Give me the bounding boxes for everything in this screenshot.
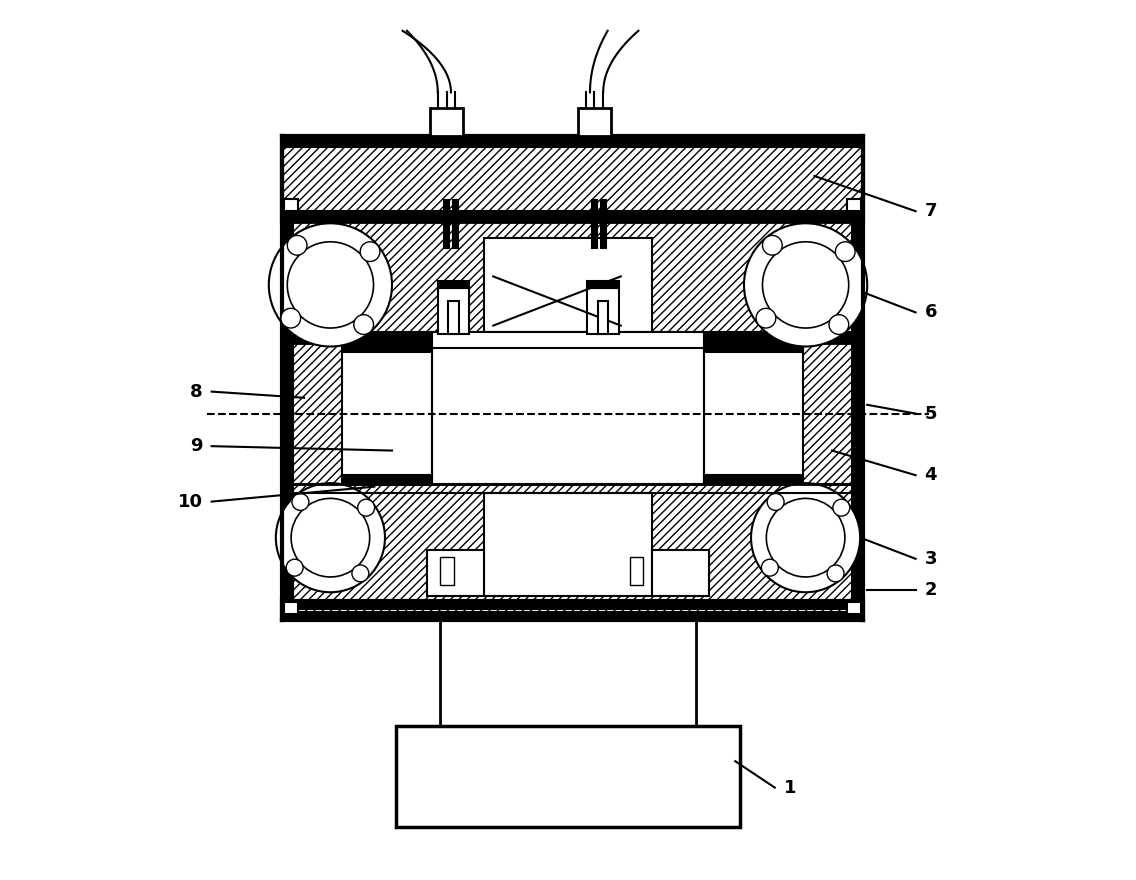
Bar — [484, 493, 652, 596]
Text: 10: 10 — [178, 493, 203, 510]
Circle shape — [286, 559, 303, 576]
Bar — [282, 332, 863, 343]
Bar — [847, 199, 861, 211]
Bar — [282, 136, 863, 147]
Bar — [652, 550, 709, 596]
Circle shape — [276, 483, 385, 592]
Circle shape — [352, 565, 369, 582]
Bar — [704, 343, 803, 352]
Bar — [282, 612, 863, 620]
Bar — [629, 557, 643, 585]
Circle shape — [269, 224, 392, 347]
Bar — [449, 301, 459, 334]
Bar — [601, 200, 605, 248]
Circle shape — [829, 315, 849, 334]
Bar — [587, 282, 619, 289]
Bar — [587, 289, 619, 334]
Circle shape — [767, 498, 845, 577]
Circle shape — [757, 308, 776, 328]
Text: 5: 5 — [925, 405, 937, 422]
Circle shape — [833, 499, 850, 517]
Bar — [427, 550, 484, 596]
Text: 7: 7 — [925, 202, 937, 220]
Circle shape — [292, 494, 309, 510]
Circle shape — [744, 224, 867, 347]
Bar — [282, 484, 293, 600]
Bar — [437, 289, 469, 334]
Bar — [852, 343, 863, 484]
Circle shape — [762, 242, 849, 328]
Text: 3: 3 — [925, 550, 937, 568]
Bar — [342, 343, 432, 352]
Text: 2: 2 — [925, 581, 937, 598]
Bar — [282, 484, 863, 600]
Bar — [847, 602, 861, 614]
Bar — [282, 343, 342, 484]
Bar — [592, 200, 598, 248]
Bar — [484, 238, 652, 334]
Bar — [282, 222, 293, 343]
Bar — [852, 484, 863, 600]
Bar — [453, 200, 458, 248]
Circle shape — [827, 565, 844, 582]
Bar — [852, 222, 863, 343]
Bar — [282, 211, 863, 222]
Bar — [803, 343, 863, 484]
Bar — [282, 343, 293, 484]
Text: 8: 8 — [190, 383, 203, 400]
Circle shape — [762, 236, 783, 255]
Bar — [282, 600, 863, 620]
Bar — [437, 282, 469, 289]
Bar — [282, 136, 863, 222]
Bar — [284, 199, 298, 211]
Text: 4: 4 — [925, 466, 937, 484]
Bar — [441, 557, 453, 585]
Bar — [704, 475, 803, 484]
Text: 6: 6 — [925, 304, 937, 321]
Bar — [444, 200, 449, 248]
Text: 9: 9 — [191, 437, 203, 455]
Circle shape — [287, 242, 374, 328]
Circle shape — [287, 236, 307, 255]
Bar — [432, 332, 704, 348]
Circle shape — [291, 498, 369, 577]
Bar — [578, 108, 611, 136]
Bar — [342, 475, 432, 484]
Bar — [429, 108, 463, 136]
Bar — [598, 301, 609, 334]
Bar — [282, 222, 863, 343]
Circle shape — [353, 315, 374, 334]
Circle shape — [360, 242, 379, 261]
Bar — [396, 726, 740, 827]
Circle shape — [835, 242, 855, 261]
Bar — [284, 602, 298, 614]
Text: 1: 1 — [784, 779, 796, 796]
Circle shape — [761, 559, 778, 576]
Circle shape — [767, 494, 784, 510]
Circle shape — [281, 308, 301, 328]
Circle shape — [751, 483, 860, 592]
Bar — [432, 343, 704, 484]
Bar — [282, 600, 863, 609]
Circle shape — [358, 499, 375, 517]
